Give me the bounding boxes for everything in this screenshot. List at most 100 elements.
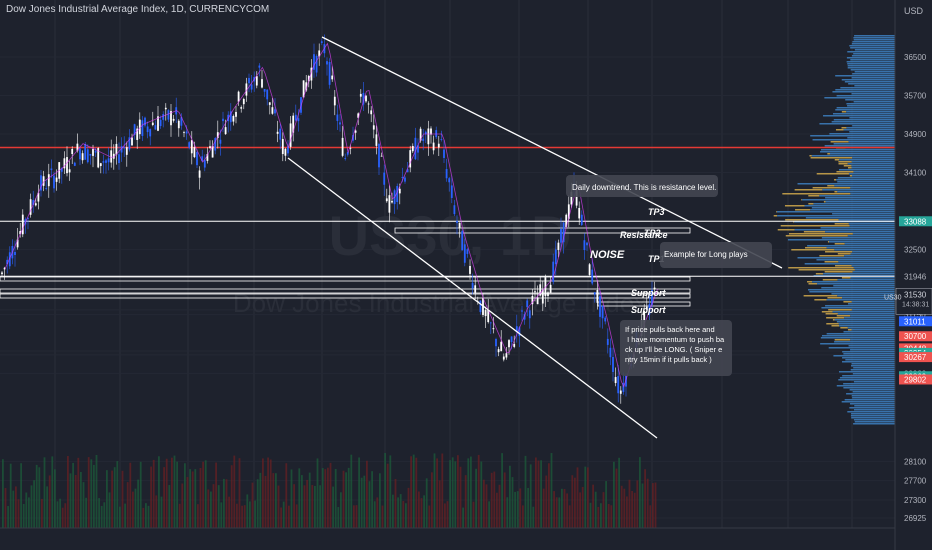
channel-upper-line	[321, 36, 783, 269]
volume-bar	[262, 458, 264, 528]
candle-body	[557, 242, 560, 251]
candle-body	[201, 156, 204, 162]
candle-body	[411, 146, 414, 152]
volume-profile-bar-buy	[852, 41, 895, 43]
volume-bar	[337, 507, 340, 528]
candle-body	[102, 161, 105, 163]
candle-body	[6, 259, 9, 265]
candle-body	[523, 314, 526, 320]
annotation-resistance-label: Resistance	[620, 230, 668, 240]
volume-profile-bar-sell	[834, 339, 851, 341]
volume-bar	[267, 457, 269, 528]
volume-profile-bar-sell	[828, 309, 852, 311]
volume-profile-bar-buy	[851, 395, 895, 397]
volume-profile-bar-sell	[801, 199, 803, 201]
volume-profile-bar-buy	[850, 315, 895, 317]
volume-profile-bar-buy	[821, 335, 895, 337]
volume-profile-bar-buy	[853, 409, 895, 411]
candle-body	[513, 343, 516, 347]
volume-profile-bar-buy	[843, 387, 895, 389]
volume-bar	[308, 472, 311, 528]
candle-body	[422, 138, 425, 141]
candle-body	[354, 130, 357, 133]
volume-profile-bar-buy	[821, 287, 895, 289]
volume-profile-bar-buy	[826, 333, 895, 335]
candle-body	[526, 300, 529, 308]
volume-bar	[212, 484, 215, 528]
volume-profile-bar-buy	[846, 111, 895, 113]
candle-body	[474, 285, 477, 293]
candle-body	[198, 170, 201, 178]
volume-bar	[563, 489, 566, 528]
volume-bar	[542, 488, 545, 528]
volume-bar	[121, 470, 124, 528]
volume-bar	[579, 492, 581, 528]
candle-body	[463, 244, 466, 263]
volume-profile-bar-sell	[843, 301, 852, 303]
volume-profile-bar-sell	[822, 279, 838, 281]
volume-profile-bar-sell	[808, 283, 818, 285]
volume-profile-bar-buy	[826, 247, 895, 249]
volume-profile-bar-sell	[834, 179, 837, 181]
volume-profile-bar-buy	[819, 123, 895, 125]
volume-profile-bar-buy	[794, 229, 895, 231]
volume-profile-bar-sell	[834, 191, 838, 193]
volume-profile-bar-buy	[844, 317, 895, 319]
volume-profile-bar-buy	[853, 367, 895, 369]
candle-body	[406, 169, 409, 173]
support-resistance-zone	[0, 293, 691, 299]
volume-profile-bar-sell	[834, 243, 845, 245]
candle-body	[125, 147, 128, 155]
volume-bar	[223, 478, 225, 528]
volume-bar	[524, 455, 527, 528]
volume-bar	[321, 468, 324, 528]
candle-body	[45, 188, 48, 189]
candle-body	[541, 289, 544, 304]
price-label-badge	[899, 352, 932, 363]
volume-profile-bar-buy	[829, 153, 895, 155]
volume-profile-bar-buy	[838, 169, 895, 171]
candle-body	[471, 282, 474, 289]
candle-body	[617, 376, 620, 394]
volume-profile-bar-buy	[851, 309, 895, 311]
candle-body	[1, 272, 3, 275]
volume-profile-bar-sell	[823, 201, 826, 203]
volume-bar	[22, 503, 25, 528]
candle-body	[583, 240, 586, 251]
candle-body	[367, 103, 370, 105]
volume-bar	[553, 491, 555, 528]
candle-body	[651, 290, 653, 305]
volume-bar	[511, 477, 514, 528]
volume-bar	[90, 459, 93, 528]
volume-profile-bar-buy	[850, 415, 895, 417]
volume-profile-bar-sell	[827, 153, 830, 155]
volume-profile-bar-buy	[847, 63, 895, 65]
candle-body	[536, 297, 539, 305]
volume-profile-bar-buy	[777, 215, 895, 217]
candle-body	[508, 340, 510, 348]
volume-profile-bar-buy	[835, 109, 895, 111]
volume-profile-bar-buy	[811, 155, 895, 157]
price-label-value: 30267	[904, 353, 927, 362]
volume-bar	[558, 497, 561, 528]
volume-bar	[350, 454, 353, 528]
volume-bar	[168, 485, 171, 528]
volume-profile-bar-buy	[823, 273, 895, 275]
annotation-support-2: Support	[631, 305, 666, 315]
volume-profile-bar-buy	[839, 371, 895, 373]
volume-bar	[17, 499, 20, 528]
volume-bar	[363, 475, 366, 528]
volume-profile-bar-buy	[854, 85, 895, 87]
volume-profile-bar-buy	[845, 359, 895, 361]
volume-profile-bar-buy	[853, 267, 895, 269]
price-label-value: 31011	[904, 317, 926, 326]
candle-body	[177, 120, 180, 129]
volume-bar	[306, 479, 308, 528]
volume-bar	[217, 485, 220, 528]
volume-bar	[54, 469, 56, 528]
candle-body	[346, 152, 349, 155]
y-tick-label: 35700	[904, 92, 927, 101]
candle-body	[497, 349, 500, 353]
volume-profile-bar-sell	[803, 295, 838, 297]
